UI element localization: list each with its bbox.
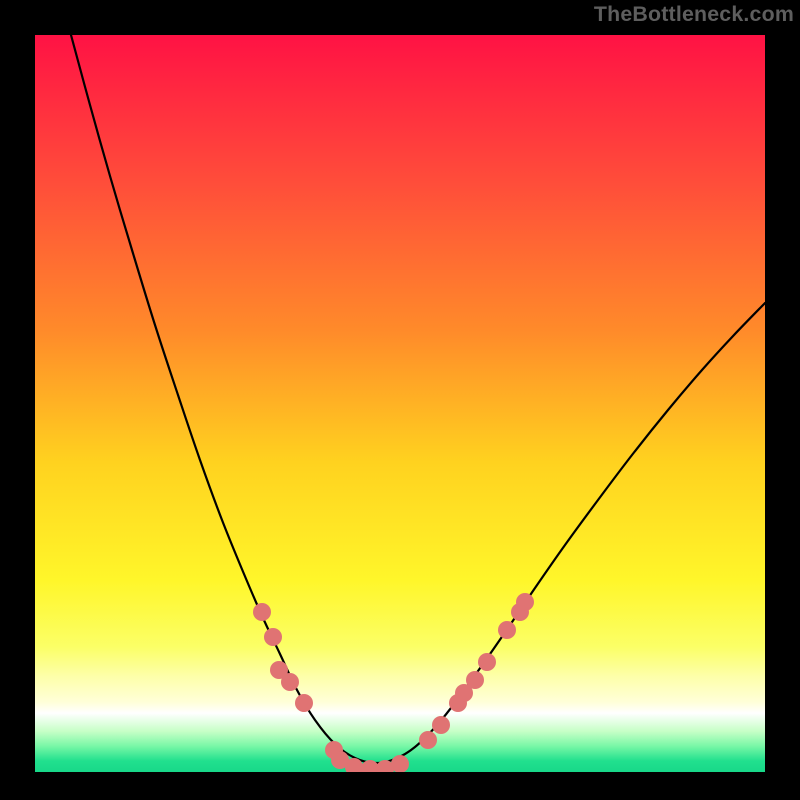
data-marker (253, 603, 271, 621)
watermark-text: TheBottleneck.com (594, 2, 794, 27)
data-marker (478, 653, 496, 671)
data-marker (419, 731, 437, 749)
data-marker (295, 694, 313, 712)
bottleneck-chart (0, 0, 800, 800)
gradient-plot-area (35, 35, 765, 772)
data-marker (391, 755, 409, 773)
data-marker (498, 621, 516, 639)
data-marker (466, 671, 484, 689)
data-marker (281, 673, 299, 691)
data-marker (516, 593, 534, 611)
data-marker (264, 628, 282, 646)
data-marker (432, 716, 450, 734)
